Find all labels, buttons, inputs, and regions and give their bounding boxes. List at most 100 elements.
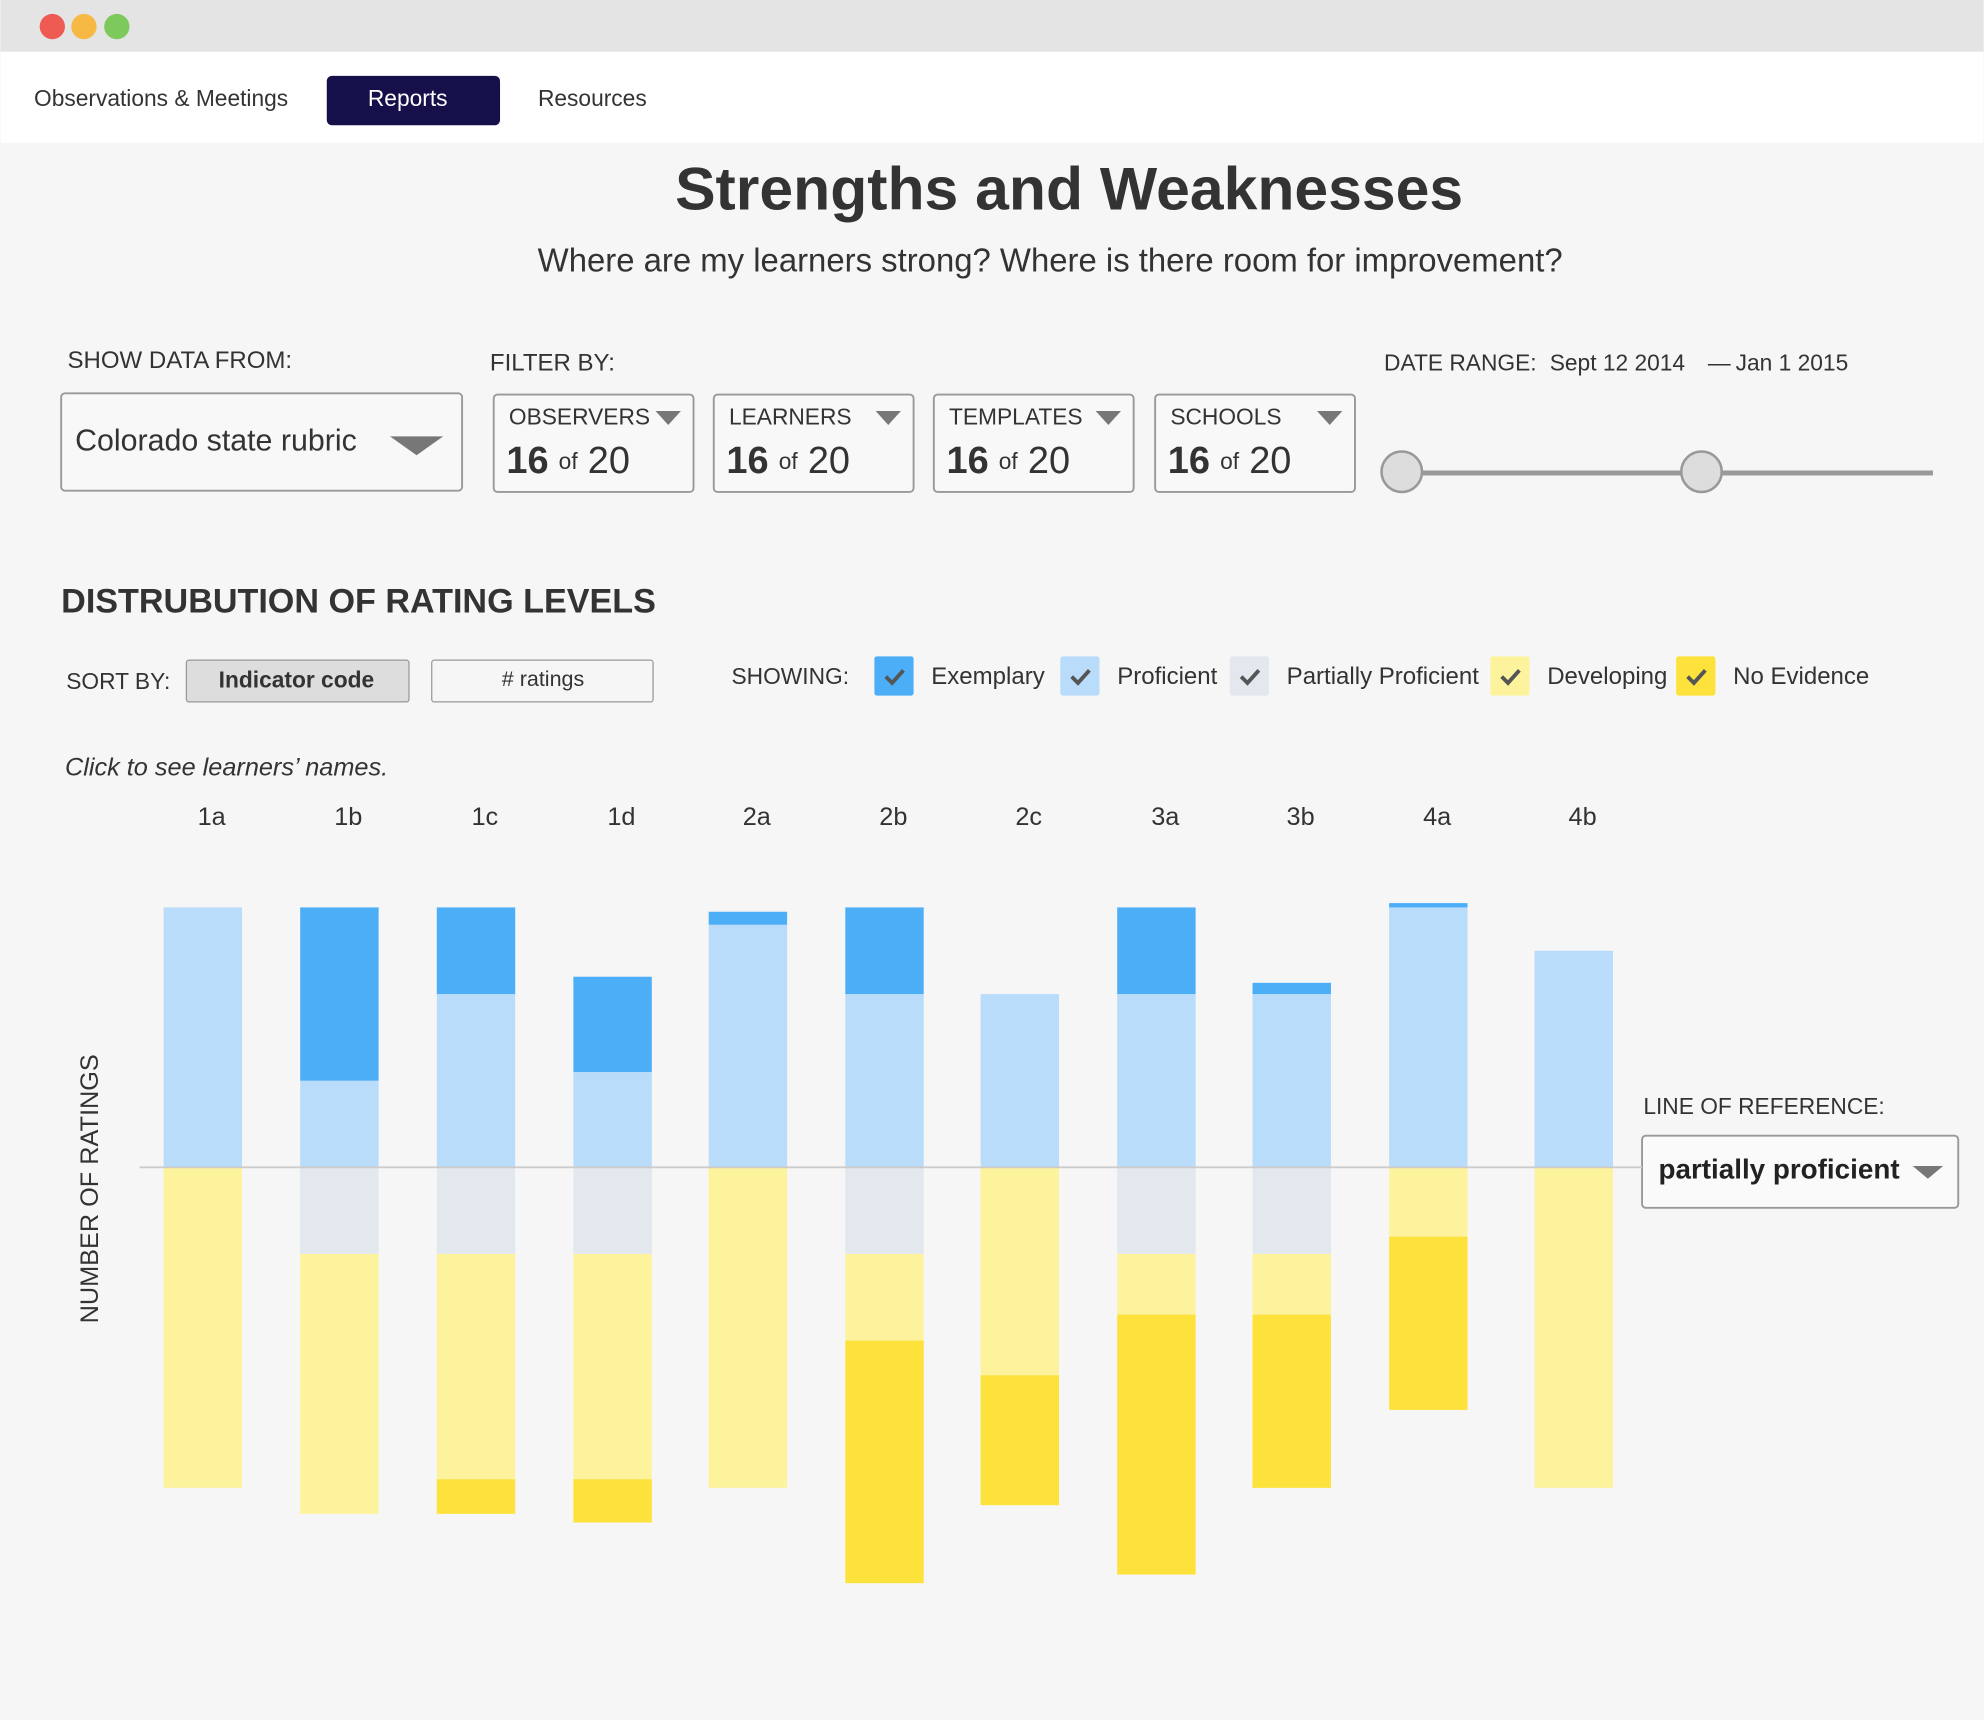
filter-total: 20 — [1028, 440, 1070, 482]
bar-segment[interactable] — [845, 907, 924, 995]
bar-segment[interactable] — [845, 1340, 924, 1584]
source-value: Colorado state rubric — [75, 425, 357, 458]
filter-dropdown[interactable] — [712, 393, 915, 493]
minimize-button[interactable] — [71, 13, 97, 40]
bar-segment[interactable] — [1117, 994, 1196, 1168]
x-tick-label: 2a — [743, 803, 772, 831]
legend-label: No Evidence — [1733, 663, 1869, 690]
filter-total: 20 — [1249, 440, 1291, 482]
filter-of: of — [999, 448, 1019, 474]
legend-label: Partially Proficient — [1287, 663, 1480, 690]
bar-segment[interactable] — [1252, 1253, 1331, 1315]
bar-segment[interactable] — [163, 1167, 243, 1488]
sort-option[interactable]: # ratings — [502, 667, 584, 691]
bar-segment[interactable] — [1534, 950, 1613, 1168]
bar-segment[interactable] — [1252, 1167, 1331, 1254]
sort-button[interactable] — [431, 659, 654, 703]
page-title: Strengths and Weaknesses — [675, 155, 1463, 223]
legend-label: Proficient — [1117, 663, 1217, 690]
filter-selected: 16 — [946, 440, 988, 482]
legend-checkbox[interactable] — [1229, 656, 1269, 696]
bar-segment[interactable] — [573, 1072, 652, 1168]
bar-segment[interactable] — [708, 911, 788, 925]
bar-segment[interactable] — [1389, 903, 1468, 908]
filter-dropdown[interactable] — [492, 393, 695, 493]
legend-label: Exemplary — [931, 663, 1044, 690]
dropdown-arrow — [390, 436, 444, 456]
filter-dropdown[interactable] — [932, 393, 1135, 493]
bar-segment[interactable] — [708, 1167, 788, 1488]
bar-segment[interactable] — [1117, 1314, 1196, 1575]
sort-label: SORT BY: — [66, 668, 170, 694]
nav-bar — [0, 51, 1984, 143]
bar-segment[interactable] — [573, 1479, 652, 1523]
bar-segment[interactable] — [573, 1167, 652, 1254]
bar-segment[interactable] — [573, 1253, 652, 1480]
bar-segment[interactable] — [1117, 1167, 1196, 1254]
legend-checkbox[interactable] — [1676, 656, 1716, 696]
date-separator: — — [1708, 349, 1731, 375]
bar-segment[interactable] — [1252, 994, 1331, 1168]
zoom-button[interactable] — [104, 13, 130, 40]
page-subtitle: Where are my learners strong? Where is t… — [538, 242, 1563, 279]
bar-segment[interactable] — [300, 1167, 379, 1254]
bar-segment[interactable] — [163, 907, 243, 1168]
sort-button-active[interactable] — [185, 659, 410, 703]
x-tick-label: 4a — [1423, 803, 1452, 831]
legend-check — [1239, 669, 1261, 686]
bar-segment[interactable] — [1534, 1167, 1613, 1488]
filter-count: 16 of 20 — [1168, 440, 1292, 482]
filter-name: SCHOOLS — [1170, 404, 1281, 430]
bar-segment[interactable] — [436, 1253, 516, 1480]
x-tick-label: 1b — [334, 803, 362, 831]
active-tab[interactable] — [326, 75, 501, 126]
reference-dropdown[interactable] — [1641, 1134, 1960, 1209]
nav-tab[interactable]: Resources — [538, 85, 647, 111]
filter-dropdown[interactable] — [1154, 393, 1356, 493]
filter-name: LEARNERS — [729, 404, 852, 430]
bar-segment[interactable] — [1389, 1236, 1468, 1410]
bar-segment[interactable] — [300, 1080, 379, 1168]
slider-handle[interactable] — [1680, 450, 1723, 494]
bar-segment[interactable] — [436, 907, 516, 995]
nav-tab[interactable]: Reports — [368, 85, 448, 111]
bar-segment[interactable] — [300, 1253, 379, 1514]
x-tick-label: 1c — [472, 803, 499, 831]
bar-segment[interactable] — [1117, 1253, 1196, 1315]
bar-segment[interactable] — [1389, 907, 1468, 1168]
sort-option[interactable]: Indicator code — [219, 667, 374, 693]
source-dropdown[interactable] — [60, 392, 464, 492]
filter-count: 16 of 20 — [506, 440, 630, 482]
close-button[interactable] — [39, 13, 65, 40]
bar-segment[interactable] — [980, 994, 1060, 1168]
filter-name: TEMPLATES — [949, 404, 1083, 430]
nav-tab[interactable]: Observations & Meetings — [34, 85, 288, 111]
bar-segment[interactable] — [980, 1167, 1060, 1376]
bar-segment[interactable] — [708, 924, 788, 1168]
bar-segment[interactable] — [1389, 1167, 1468, 1237]
bar-segment[interactable] — [300, 907, 379, 1081]
bar-segment[interactable] — [436, 1167, 516, 1254]
bar-segment[interactable] — [436, 994, 516, 1168]
bar-segment[interactable] — [1252, 1314, 1331, 1488]
reference-value: partially proficient — [1659, 1153, 1900, 1184]
slider-handle[interactable] — [1380, 450, 1424, 494]
dropdown-arrow — [875, 411, 901, 425]
bar-segment[interactable] — [845, 1167, 924, 1254]
legend-checkbox[interactable] — [1060, 656, 1100, 696]
bar-segment[interactable] — [1252, 982, 1331, 995]
x-tick-label: 1a — [198, 803, 227, 831]
bar-segment[interactable] — [573, 976, 652, 1073]
bar-segment[interactable] — [845, 1253, 924, 1341]
title-bar — [0, 0, 1984, 52]
legend-checkbox[interactable] — [1490, 656, 1530, 696]
bar-segment[interactable] — [845, 994, 924, 1168]
dropdown-arrow — [1912, 1166, 1944, 1179]
legend-label: SHOWING: — [731, 663, 849, 689]
bar-segment[interactable] — [1117, 907, 1196, 995]
bar-segment[interactable] — [980, 1375, 1060, 1506]
bar-segment[interactable] — [436, 1479, 516, 1514]
legend-checkbox[interactable] — [874, 656, 914, 696]
